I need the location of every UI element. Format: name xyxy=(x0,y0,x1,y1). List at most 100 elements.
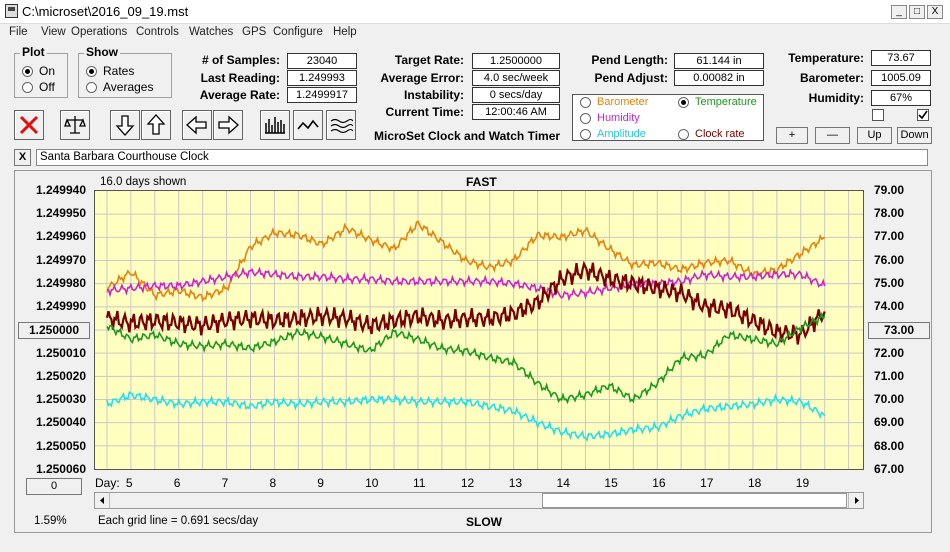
scale-down-button[interactable]: Down xyxy=(897,127,932,144)
left-axis-center-button[interactable]: 1.250000 xyxy=(18,322,90,339)
plot-off-label: Off xyxy=(39,80,55,94)
scale-up-button[interactable]: Up xyxy=(857,127,892,144)
left-tick: 1.249960 xyxy=(35,229,86,243)
offset-button[interactable]: 0 xyxy=(26,478,82,495)
humidity-label: Humidity: xyxy=(808,91,864,105)
clear-button[interactable] xyxy=(14,110,44,140)
left-tick: 1.249990 xyxy=(35,299,86,313)
pend-adjust-label: Pend Adjust: xyxy=(594,71,668,85)
pend-adjust-field[interactable]: 0.00082 in xyxy=(674,70,764,86)
arrow-up-button[interactable] xyxy=(141,110,171,140)
menu-controls[interactable]: Controls xyxy=(136,26,179,38)
env-checkbox-1[interactable] xyxy=(872,109,884,121)
right-axis: 79.00 78.00 77.00 76.00 75.00 74.00 72.0… xyxy=(870,183,930,483)
show-group-title: Show xyxy=(84,45,120,59)
last-reading-label: Last Reading: xyxy=(200,71,280,85)
balance-button[interactable] xyxy=(60,110,90,140)
show-averages-radio[interactable] xyxy=(86,82,97,93)
wave-chart-button[interactable] xyxy=(326,110,356,140)
menu-operations[interactable]: Operations xyxy=(71,26,128,38)
line-chart-button[interactable] xyxy=(293,110,323,140)
arrow-right-button[interactable] xyxy=(213,110,243,140)
day-axis-label: Day: xyxy=(95,476,120,490)
left-tick: 1.250040 xyxy=(35,415,86,429)
scroll-right-button[interactable] xyxy=(848,493,863,508)
samples-field: 23040 xyxy=(287,53,357,69)
target-rate-label: Target Rate: xyxy=(394,53,464,67)
percent-label: 1.59% xyxy=(34,515,67,527)
plot-on-label: On xyxy=(39,64,56,78)
barometer-field: 1005.09 xyxy=(871,70,931,86)
minimize-button[interactable]: _ xyxy=(891,5,907,19)
right-tick: 77.00 xyxy=(874,229,905,243)
average-error-label: Average Error: xyxy=(380,71,464,85)
plot-on-radio[interactable] xyxy=(22,66,33,77)
right-tick: 76.00 xyxy=(874,253,905,267)
fast-label: FAST xyxy=(466,175,497,189)
legend-clockrate-radio[interactable] xyxy=(678,129,689,140)
scale-minus-button[interactable]: — xyxy=(815,127,850,144)
arrow-up-icon xyxy=(146,114,166,135)
app-caption: MicroSet Clock and Watch Timer xyxy=(374,129,561,143)
show-rates-label: Rates xyxy=(103,64,135,78)
arrow-left-button[interactable] xyxy=(182,110,212,140)
legend-barometer: Barometer xyxy=(597,96,649,108)
right-tick: 70.00 xyxy=(874,392,905,406)
chart-frame xyxy=(14,170,932,533)
right-tick: 67.00 xyxy=(874,462,905,476)
menu-gps[interactable]: GPS xyxy=(242,26,267,38)
temperature-field: 73.67 xyxy=(871,50,931,66)
series-line xyxy=(106,219,826,303)
menu-view[interactable]: View xyxy=(41,26,66,38)
grid-note: Each grid line = 0.691 secs/day xyxy=(98,515,259,527)
clock-close-button[interactable]: X xyxy=(14,149,31,166)
pend-length-field[interactable]: 61.144 in xyxy=(674,53,764,69)
right-tick: 71.00 xyxy=(874,369,905,383)
env-checkbox-2[interactable] xyxy=(917,109,929,121)
arrow-down-button[interactable] xyxy=(110,110,140,140)
x-tick: 6 xyxy=(173,476,181,490)
instability-label: Instability: xyxy=(403,88,464,102)
instability-field: 0 secs/day xyxy=(472,87,560,103)
left-tick: 1.250020 xyxy=(35,369,86,383)
right-tick: 75.00 xyxy=(874,276,905,290)
menu-watches[interactable]: Watches xyxy=(189,26,234,38)
menu-configure[interactable]: Configure xyxy=(273,26,323,38)
scroll-thumb[interactable] xyxy=(542,493,847,508)
legend-amplitude-radio[interactable] xyxy=(580,129,591,140)
horizontal-scrollbar[interactable] xyxy=(94,492,864,509)
menu-help[interactable]: Help xyxy=(333,26,357,38)
show-rates-radio[interactable] xyxy=(86,66,97,77)
scale-plus-button[interactable]: + xyxy=(776,127,808,144)
scroll-right-icon xyxy=(855,497,859,504)
legend-barometer-radio[interactable] xyxy=(580,97,591,108)
clock-name-field[interactable]: Santa Barbara Courthouse Clock xyxy=(36,149,928,166)
x-tick: 14 xyxy=(556,476,570,490)
menu-file[interactable]: File xyxy=(9,26,28,38)
right-tick: 74.00 xyxy=(874,299,905,313)
show-group xyxy=(78,53,172,98)
x-tick: 12 xyxy=(460,476,475,490)
bar-chart-button[interactable] xyxy=(260,110,290,140)
target-rate-field[interactable]: 1.2500000 xyxy=(472,53,560,69)
legend-humidity-radio[interactable] xyxy=(580,113,591,124)
legend-amplitude: Amplitude xyxy=(597,128,646,140)
app-icon xyxy=(5,4,18,18)
days-shown-label: 16.0 days shown xyxy=(100,176,187,188)
left-axis: 1.249940 1.249950 1.249960 1.249970 1.24… xyxy=(18,183,88,483)
x-tick: 5 xyxy=(125,476,133,490)
average-rate-label: Average Rate: xyxy=(199,88,280,102)
plot-off-radio[interactable] xyxy=(22,82,33,93)
right-axis-center-button[interactable]: 73.00 xyxy=(868,322,930,339)
close-button[interactable]: X xyxy=(927,5,943,19)
arrow-down-icon xyxy=(115,115,135,136)
arrow-right-icon xyxy=(218,115,239,135)
legend-temperature-radio[interactable] xyxy=(678,97,689,108)
bar-graph-icon xyxy=(265,117,285,134)
series-selector xyxy=(572,94,764,141)
balance-scale-icon xyxy=(64,116,86,134)
maximize-button[interactable]: □ xyxy=(909,5,925,19)
scroll-left-button[interactable] xyxy=(95,493,110,508)
x-tick: 18 xyxy=(747,476,762,490)
x-tick: 16 xyxy=(652,476,666,490)
